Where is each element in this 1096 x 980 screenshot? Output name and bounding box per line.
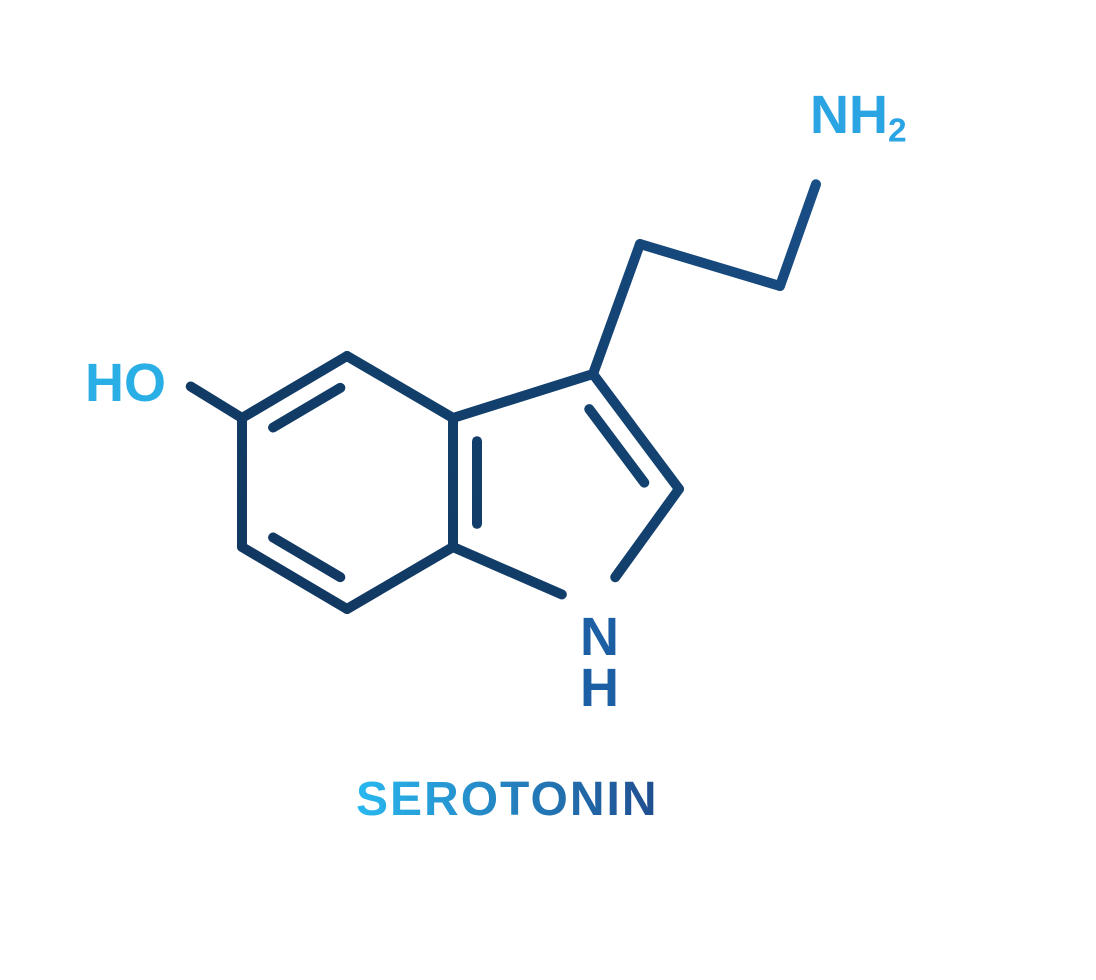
hydroxyl-label: HO bbox=[85, 356, 166, 410]
indole-nh-label: NH bbox=[580, 612, 619, 715]
molecule-svg bbox=[0, 0, 1096, 980]
diagram-stage: HO NH NH2 SEROTONIN bbox=[0, 0, 1096, 980]
molecule-name-caption: SEROTONIN bbox=[356, 772, 658, 827]
bond-group bbox=[191, 184, 816, 609]
amine-label: NH2 bbox=[810, 88, 907, 148]
